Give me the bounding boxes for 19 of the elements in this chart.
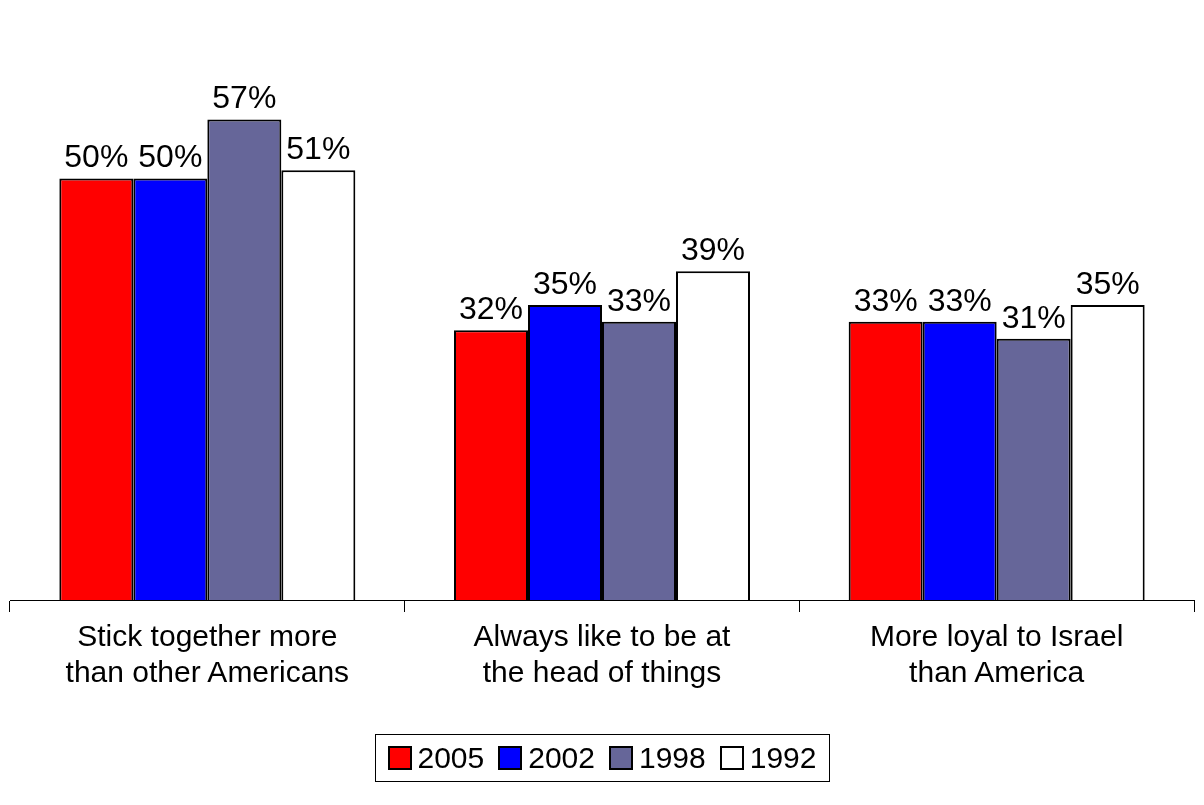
legend-label: 1992 [749,740,817,775]
x-tick-label: Stick together more than other Americans [65,619,350,689]
legend-label: 1998 [639,740,706,775]
legend-label: 2005 [417,740,485,775]
data-label: 33% [853,281,918,318]
data-label: 31% [1001,298,1066,335]
x-tick-label: More loyal to Israel than America [869,619,1124,689]
x-tick-label: Always like to be at the head of things [473,619,732,689]
data-label: 35% [1075,264,1140,301]
data-label: 33% [927,281,992,318]
data-label: 39% [680,231,746,268]
data-label: 57% [212,79,277,116]
data-label: 50% [138,138,203,175]
data-label: 35% [532,264,598,301]
data-label: 33% [606,281,672,318]
legend-label: 2002 [528,740,595,775]
data-label: 50% [64,138,129,175]
data-label: 32% [458,290,524,327]
data-label: 51% [286,129,351,166]
